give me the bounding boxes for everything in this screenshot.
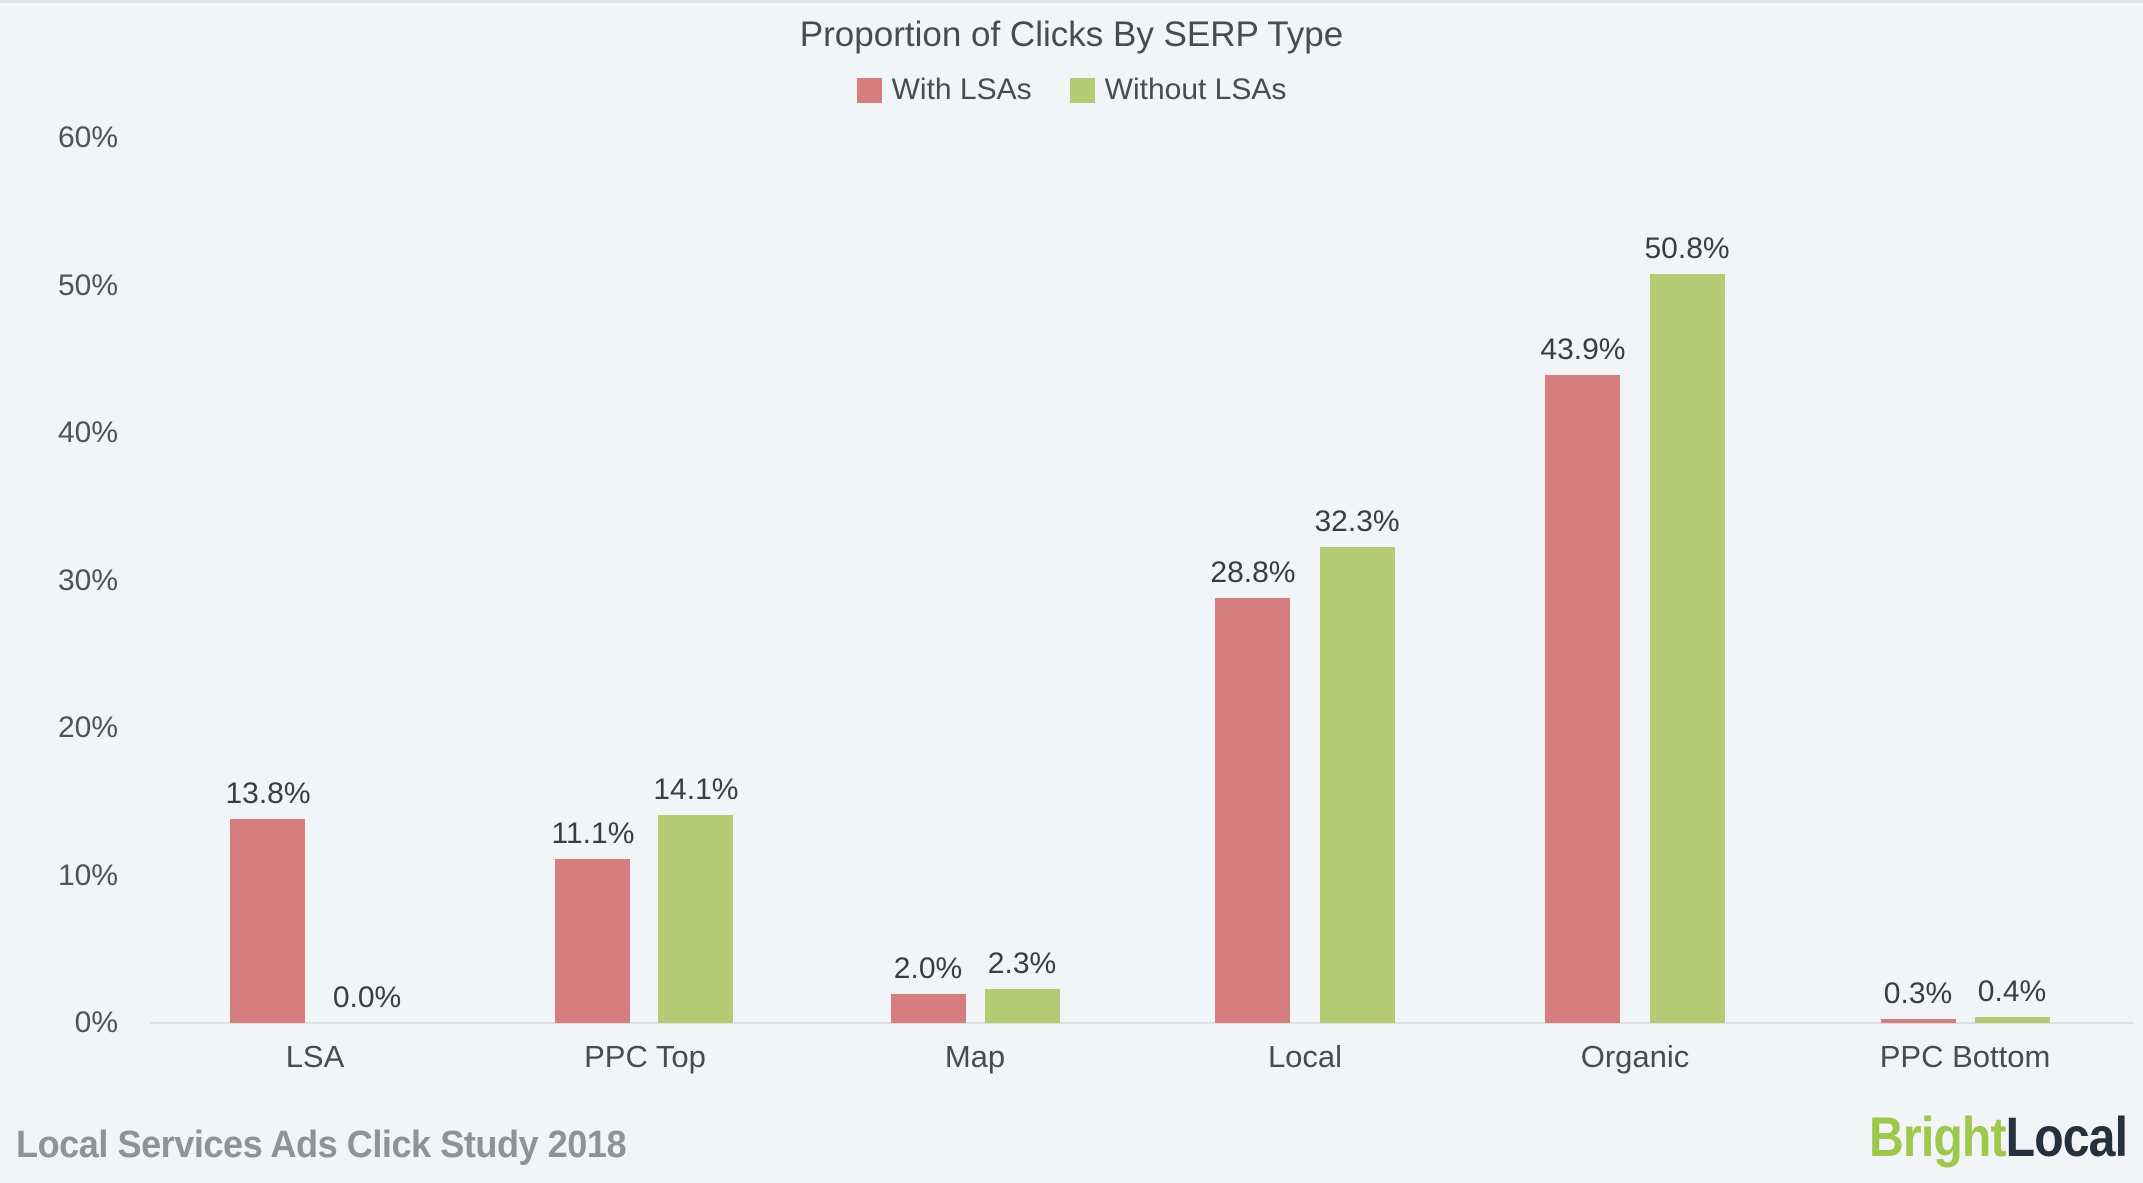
legend-swatch-icon — [856, 77, 882, 103]
logo-part-local: Local — [2005, 1105, 2128, 1168]
bar-value-label: 50.8% — [1644, 231, 1730, 265]
y-tick-label: 10% — [57, 858, 118, 892]
bar-column: 11.1% — [551, 816, 635, 1023]
bar-without-lsas — [1649, 273, 1725, 1023]
y-tick-label: 30% — [57, 563, 118, 597]
category-label: PPC Top — [584, 1039, 706, 1074]
y-axis: 0% 10% 20% 30% 40% 50% 60% — [0, 121, 118, 1039]
y-tick-label: 40% — [57, 416, 118, 449]
bar-column: 2.3% — [984, 946, 1060, 1023]
bar-column: 28.8% — [1210, 555, 1296, 1023]
bar-column: 14.1% — [653, 772, 738, 1023]
category-label: LSA — [285, 1039, 345, 1074]
bar-without-lsas — [658, 815, 734, 1023]
footer-caption: Local Services Ads Click Study 2018 — [16, 1124, 627, 1166]
bar-group-ppc-bottom: 0.3% 0.4% — [1800, 138, 2130, 1023]
category-label: Map — [944, 1039, 1006, 1074]
bar-column: 32.3% — [1315, 504, 1400, 1023]
bar-value-label: 0.0% — [332, 981, 402, 1014]
x-axis-line — [150, 1022, 2133, 1024]
bar-group-organic: 43.9% 50.8% — [1470, 138, 1800, 1023]
bar-with-lsas — [1880, 1018, 1956, 1023]
bar-group-local: 28.8% 32.3% — [1140, 138, 1470, 1023]
y-tick-label: 0% — [74, 1006, 118, 1039]
legend-swatch-icon — [1069, 77, 1095, 103]
bar-with-lsas — [1215, 598, 1291, 1023]
bar-column: 0.3% — [1880, 976, 1956, 1023]
bar-value-label: 2.0% — [893, 951, 963, 985]
legend-item-with-lsas: With LSAs — [856, 73, 1032, 107]
legend-label: With LSAs — [891, 73, 1032, 106]
bar-group-lsa: 13.8% 0.0% — [150, 138, 480, 1023]
chart-title: Proportion of Clicks By SERP Type — [799, 15, 1344, 54]
plot-area: 13.8% 0.0% 11.1% 14.1% 2.0% 2.3% 28.8% 32.3% 43.… — [150, 138, 2130, 1023]
bar-value-label: 43.9% — [1540, 333, 1626, 367]
bar-value-label: 14.1% — [653, 773, 739, 807]
brightlocal-logo: BrightLocal — [1868, 1104, 2128, 1169]
legend-item-without-lsas: Without LSAs — [1069, 73, 1287, 107]
category-axis: LSA PPC Top Map Local Organic PPC Bottom — [150, 1039, 2130, 1075]
bar-without-lsas — [984, 989, 1060, 1023]
logo-part-bright: Bright — [1868, 1105, 2006, 1168]
bar-column: 2.0% — [890, 951, 966, 1023]
bar-with-lsas — [1545, 375, 1621, 1023]
chart-legend: With LSAs Without LSAs — [0, 73, 2143, 107]
bar-without-lsas — [1319, 546, 1395, 1023]
bar-value-label: 13.8% — [225, 777, 311, 811]
y-tick-label: 60% — [57, 121, 118, 154]
bar-column: 0.4% — [1974, 974, 2050, 1023]
y-tick-label: 50% — [57, 268, 118, 302]
bar-with-lsas — [555, 859, 631, 1023]
bar-column: 13.8% — [225, 776, 311, 1023]
bar-group-map: 2.0% 2.3% — [810, 138, 1140, 1023]
bar-with-lsas — [890, 993, 966, 1023]
bar-column: 43.9% — [1540, 332, 1626, 1023]
bar-value-label: 28.8% — [1210, 556, 1296, 590]
legend-label: Without LSAs — [1104, 73, 1287, 106]
bar-column: 0.0% — [330, 980, 405, 1023]
category-label: PPC Bottom — [1879, 1039, 2051, 1074]
bar-group-ppc-top: 11.1% 14.1% — [480, 138, 810, 1023]
bar-value-label: 0.3% — [1883, 976, 1953, 1010]
bar-value-label: 0.4% — [1977, 975, 2047, 1009]
category-label: Local — [1267, 1039, 1343, 1074]
bar-column: 50.8% — [1645, 231, 1730, 1023]
bar-without-lsas — [1974, 1017, 2050, 1023]
y-tick-label: 20% — [57, 711, 118, 744]
bar-value-label: 32.3% — [1314, 504, 1400, 538]
category-label: Organic — [1580, 1039, 1690, 1074]
bar-value-label: 2.3% — [987, 947, 1057, 981]
bar-with-lsas — [230, 819, 306, 1023]
bar-value-label: 11.1% — [551, 817, 635, 851]
